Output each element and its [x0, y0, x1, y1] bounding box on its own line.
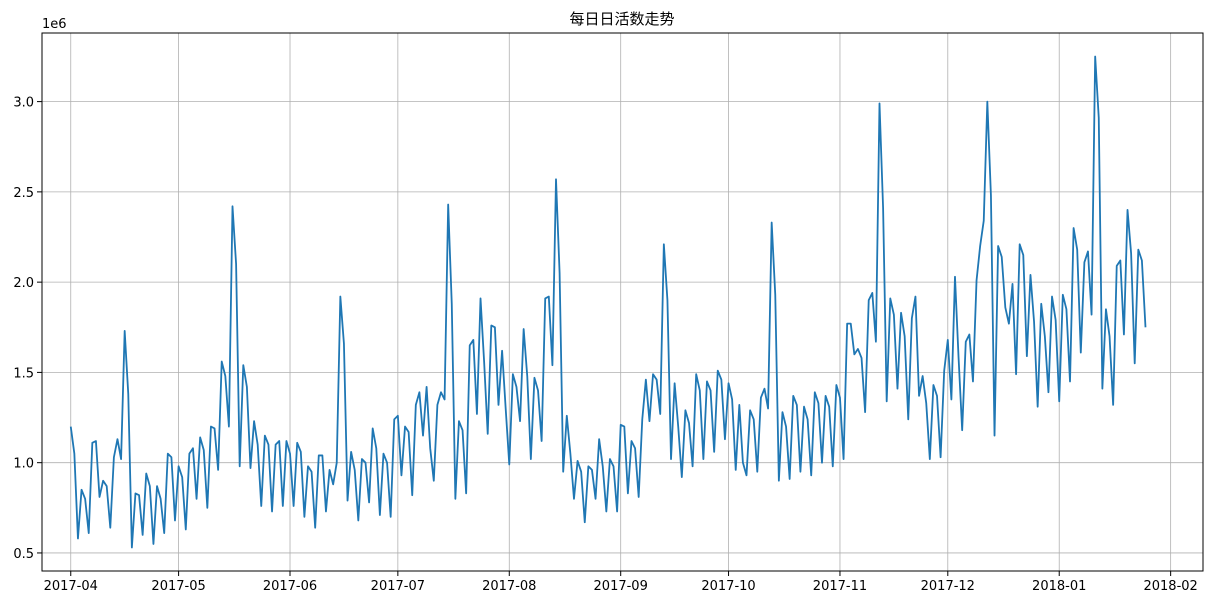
x-tick-label: 2017-12	[921, 579, 975, 594]
x-tick-label: 2017-09	[594, 579, 648, 594]
x-tick-label: 2018-01	[1032, 579, 1086, 594]
y-tick-label: 2.5	[13, 186, 34, 201]
x-tick-label: 2017-05	[151, 579, 205, 594]
y-tick-label: 0.5	[13, 547, 34, 562]
axis-ticks: 2017-04 2017-05 2017-06 2017-07 2017-08 2017-…	[13, 96, 1198, 594]
x-tick-label: 2017-06	[263, 579, 317, 594]
y-tick-label: 1.5	[13, 366, 34, 381]
y-tick-label: 2.0	[13, 276, 34, 291]
y-tick-label: 3.0	[13, 96, 34, 111]
plot-frame	[41, 32, 1204, 572]
x-tick-label: 2017-08	[482, 579, 536, 594]
x-tick-label: 2017-04	[44, 579, 98, 594]
x-tick-label: 2018-02	[1143, 579, 1197, 594]
x-tick-label: 2017-10	[701, 579, 755, 594]
x-tick-label: 2017-07	[371, 579, 425, 594]
y-tick-label: 1.0	[13, 457, 34, 472]
x-tick-label: 2017-11	[813, 579, 867, 594]
series-line	[69, 55, 1147, 549]
chart-title: 每日日活数走势	[569, 10, 674, 28]
y-offset-text: 1e6	[42, 17, 67, 32]
grid	[42, 33, 1203, 571]
series-line-group	[69, 55, 1147, 549]
